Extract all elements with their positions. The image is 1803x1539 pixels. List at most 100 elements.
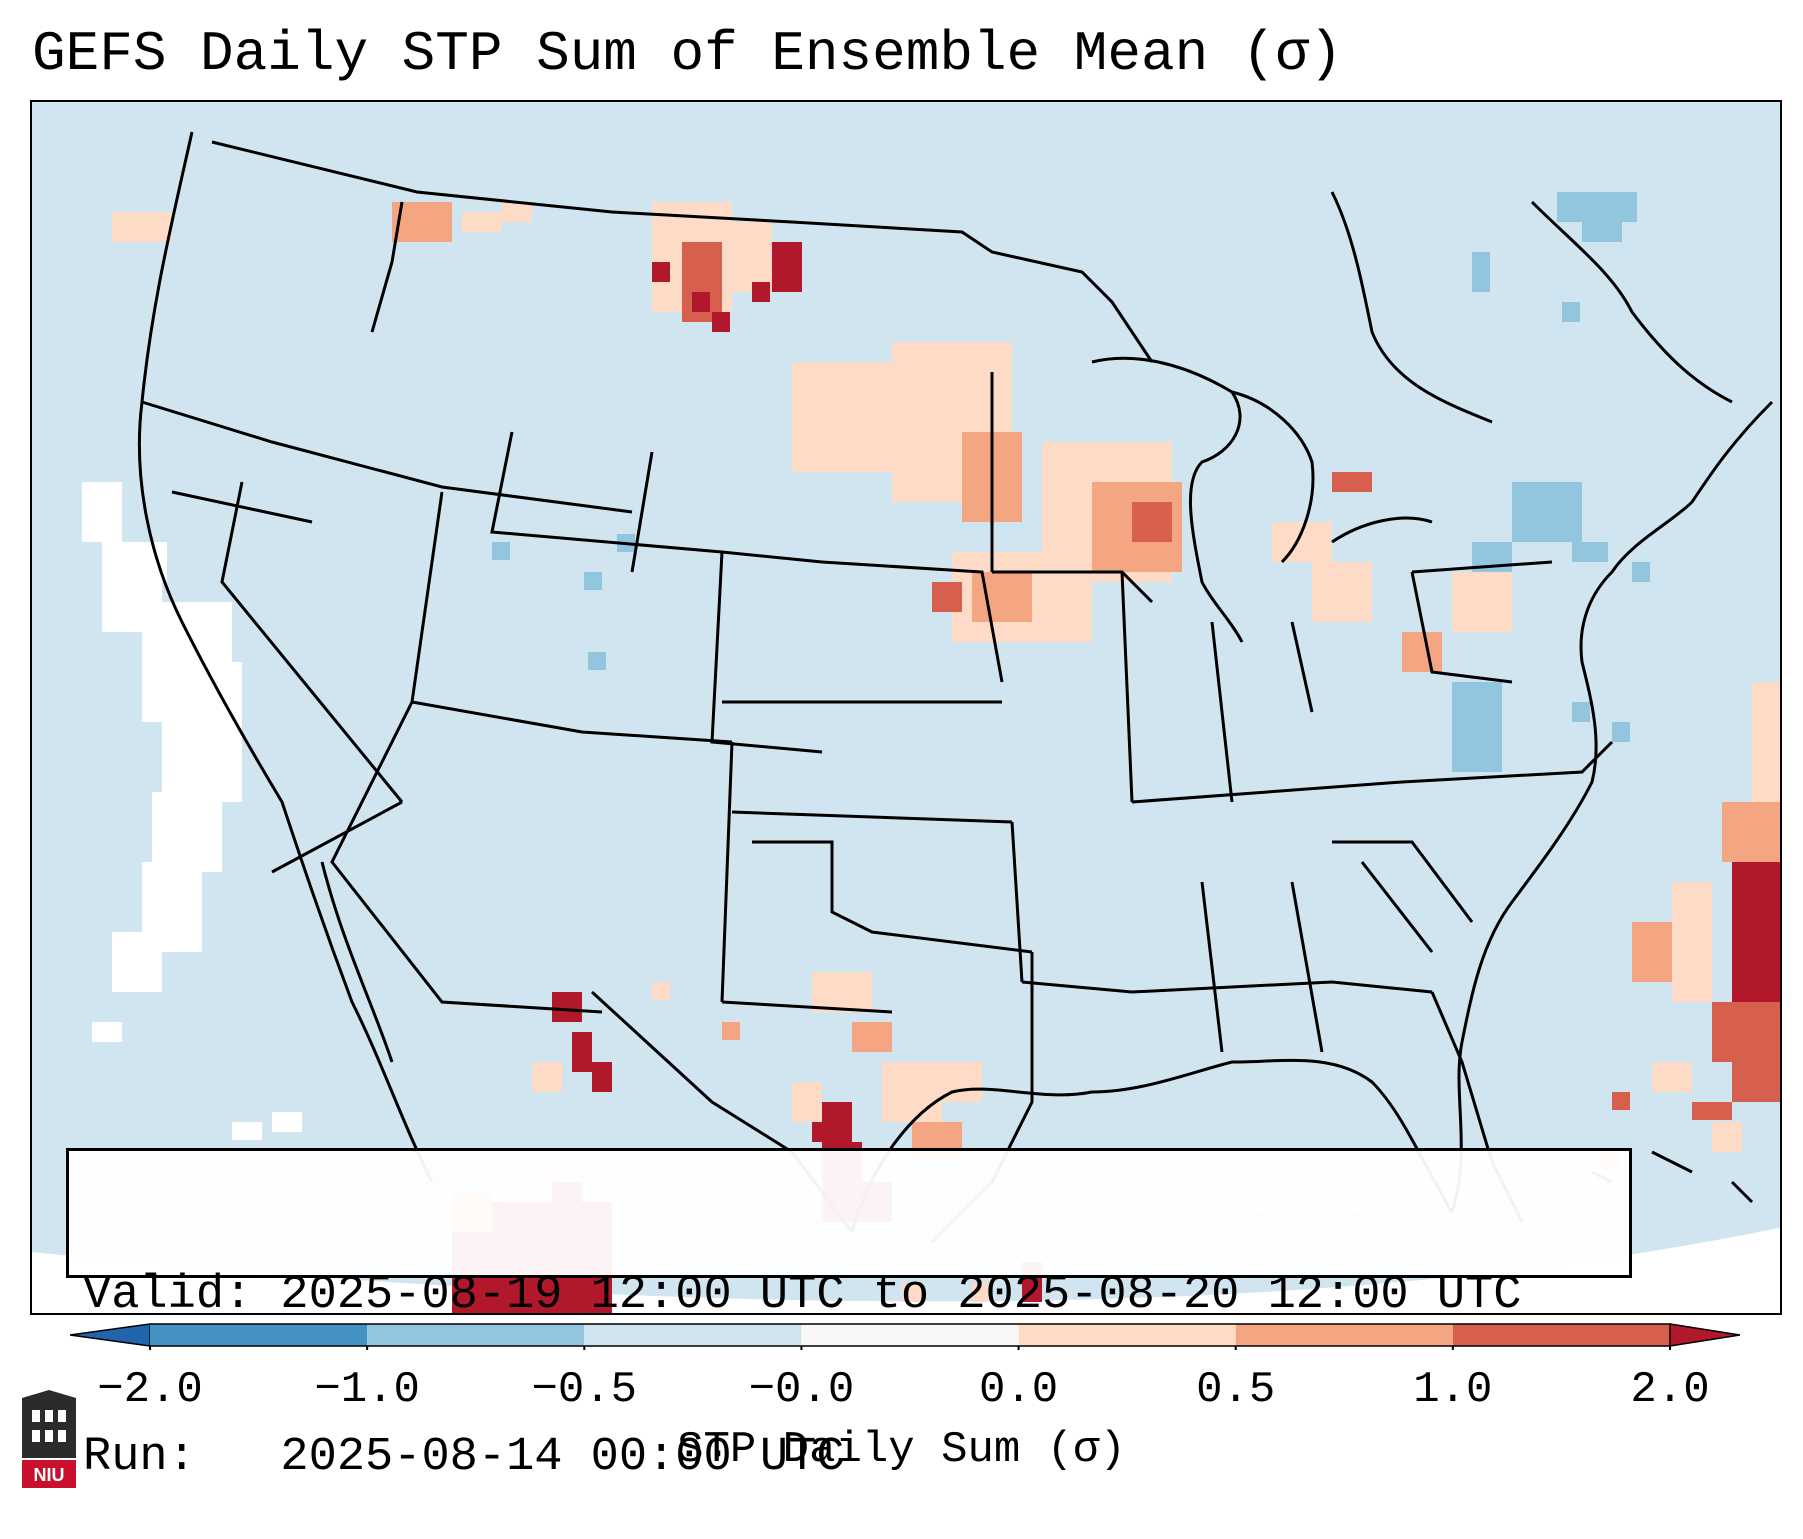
valid-time-text: Valid: 2025-08-19 12:00 UTC to 2025-08-2… [83, 1269, 1522, 1322]
coastline-path [1530, 200, 1733, 404]
colorbar [70, 1323, 1740, 1350]
state-border-line [220, 481, 404, 803]
colorbar-tick-label: −0.5 [531, 1365, 638, 1415]
anomaly-cell [1712, 1002, 1780, 1062]
colorbar-over-arrow [1669, 1323, 1740, 1347]
anomaly-cell [492, 542, 510, 560]
anomaly-cell [1332, 472, 1372, 492]
colorbar-under-arrow [70, 1323, 151, 1347]
anomaly-cell [592, 1062, 612, 1092]
state-border-line [141, 400, 633, 514]
niu-logo: NIU [22, 1390, 76, 1488]
anomaly-cell [752, 282, 770, 302]
state-border-line [721, 1000, 893, 1014]
anomaly-cell [792, 1082, 822, 1122]
state-border-line [720, 741, 734, 1003]
anomaly-cell [1722, 802, 1780, 862]
colorbar-label: STP Daily Sum (σ) [677, 1425, 1126, 1475]
state-borders [141, 140, 1614, 1244]
anomaly-cell [902, 1282, 922, 1302]
anomaly-cell [1472, 252, 1490, 292]
anomaly-cell [127, 542, 167, 582]
anomaly-cell [1612, 1092, 1630, 1110]
state-border-line [171, 490, 313, 524]
coastline-path [1330, 191, 1493, 424]
anomaly-cell [1752, 682, 1780, 802]
anomaly-cell [232, 1122, 262, 1140]
state-border-line [211, 140, 1154, 363]
state-border-line [1290, 621, 1314, 713]
colorbar-tick-label: 0.0 [978, 1365, 1059, 1415]
colorbar-segment [1018, 1324, 1236, 1346]
state-border-line [1021, 980, 1433, 994]
anomaly-cell [552, 992, 582, 1022]
anomaly-cell [942, 1062, 982, 1102]
anomaly-cell [1632, 562, 1650, 582]
validity-info-box: Valid: 2025-08-19 12:00 UTC to 2025-08-2… [66, 1148, 1632, 1484]
coastline-path [1450, 400, 1774, 1213]
anomaly-cell [1712, 1122, 1742, 1152]
anomaly-cell [572, 1032, 592, 1072]
colorbar-segment [801, 1324, 1019, 1346]
coastline-path [1091, 356, 1244, 643]
map-canvas [32, 102, 1780, 1313]
anomaly-cell [1672, 882, 1712, 1002]
coastline-path [320, 861, 394, 1063]
state-border-line [752, 840, 1033, 954]
anomaly-cell [1402, 632, 1442, 672]
anomaly-cell [772, 242, 802, 292]
anomaly-cell [712, 312, 730, 332]
state-border-line [1290, 881, 1324, 1053]
anomaly-cell [722, 1022, 740, 1040]
anomaly-cell [112, 932, 162, 992]
state-border-line [1200, 881, 1224, 1053]
coastline-path [137, 131, 434, 1183]
colorbar-tick-label: −0.0 [748, 1365, 855, 1415]
anomaly-cell [972, 572, 1032, 622]
state-border-line [490, 431, 823, 564]
anomaly-cell [82, 482, 122, 542]
coastline-path [1231, 390, 1315, 564]
coastline [137, 131, 1774, 1233]
anomaly-cell [272, 1112, 302, 1132]
anomaly-cell [462, 212, 502, 232]
colorbar-tick-label: 2.0 [1630, 1365, 1710, 1415]
map-panel [30, 100, 1782, 1315]
state-border-line [1360, 861, 1434, 953]
state-border-line [731, 810, 1013, 824]
state-border-line [1210, 621, 1234, 803]
state-border-line [1410, 571, 1513, 684]
anomaly-cell [882, 1062, 942, 1122]
state-border-line [370, 201, 404, 333]
anomaly-cell [588, 652, 606, 670]
anomaly-cell [182, 662, 242, 722]
anomaly-cell [1512, 482, 1582, 542]
colorbar-segment [1452, 1324, 1670, 1346]
anomaly-cell [1557, 192, 1637, 222]
state-border-line [630, 451, 654, 573]
logo-text: NIU [34, 1465, 65, 1485]
state-border-line [330, 701, 603, 1014]
anomaly-cell [1692, 1102, 1732, 1120]
colorbar-tick-label: 1.0 [1413, 1365, 1493, 1415]
anomaly-cell [1452, 682, 1502, 772]
coastline-path [1730, 1180, 1754, 1204]
anomaly-cell [1572, 542, 1608, 562]
colorbar-segment [1235, 1324, 1453, 1346]
coastline-path [1331, 516, 1433, 544]
anomaly-cell [1582, 222, 1622, 242]
colorbar-tick-label: −2.0 [97, 1365, 203, 1415]
anomaly-cell [1652, 1062, 1692, 1092]
colorbar-segment [584, 1324, 802, 1346]
state-border-line [710, 551, 823, 754]
colorbar-ticks: −2.0 −1.0 −0.5 −0.0 0.0 0.5 1.0 2.0 [0, 1365, 1803, 1415]
state-border-line [1332, 840, 1474, 923]
anomaly-cell [1612, 722, 1630, 742]
anomaly-cell [652, 982, 670, 1000]
state-border-line [821, 560, 1004, 683]
anomaly-cell [502, 202, 532, 222]
anomaly-cell [112, 212, 172, 242]
anomaly-cell [532, 1062, 562, 1092]
anomaly-cell [932, 582, 962, 612]
anomaly-cell [1132, 502, 1172, 542]
